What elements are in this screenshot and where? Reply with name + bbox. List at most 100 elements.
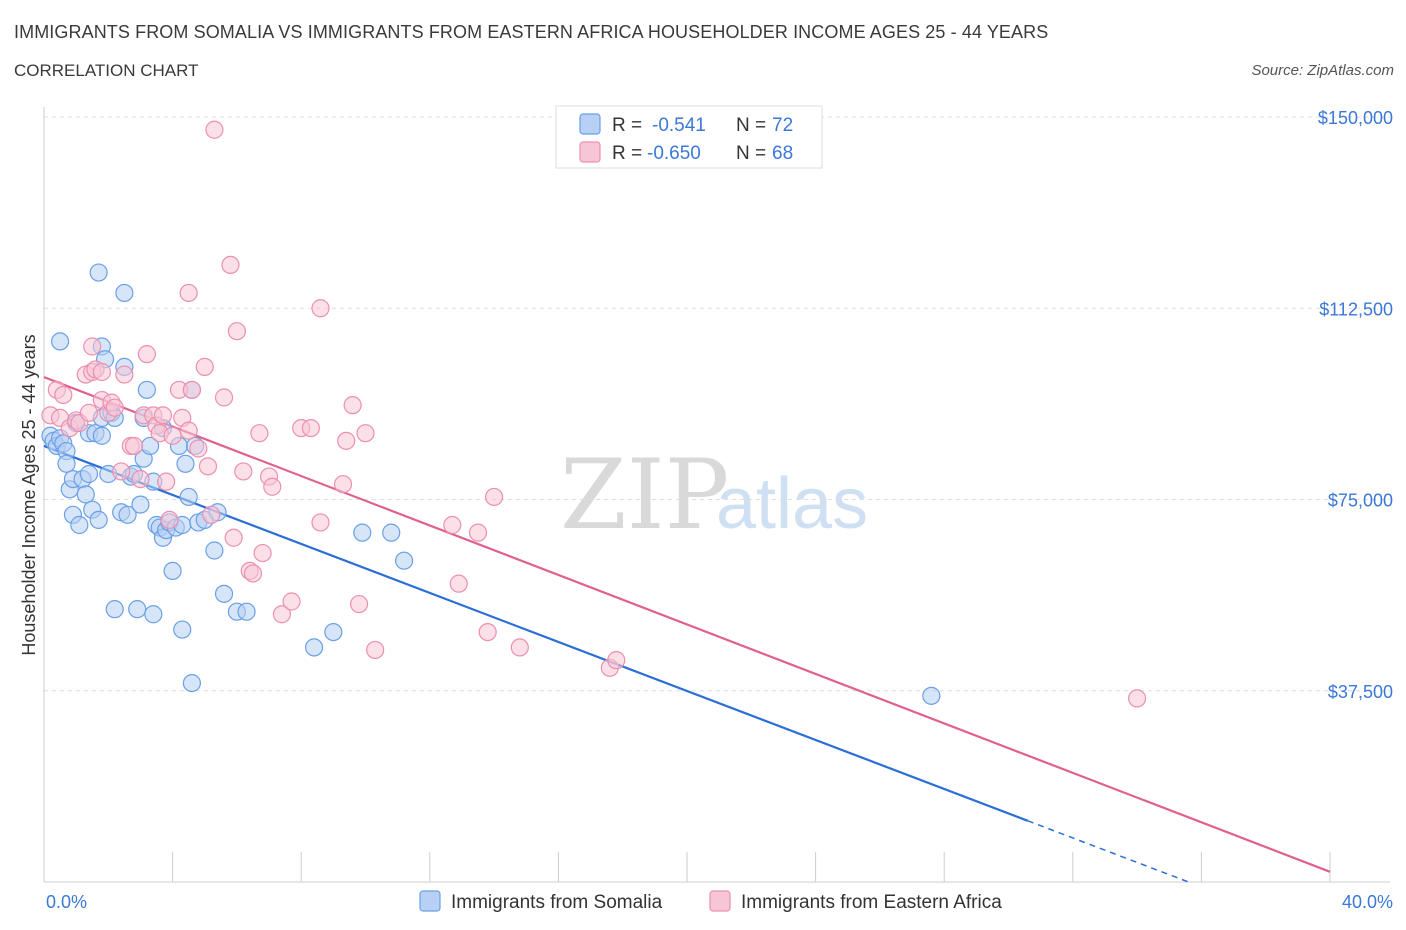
data-point bbox=[234, 462, 253, 481]
data-point bbox=[349, 594, 369, 614]
legend-r-value-1: -0.541 bbox=[652, 115, 706, 136]
data-point bbox=[510, 638, 529, 657]
legend-r-label-1: R = bbox=[612, 115, 642, 136]
y-tick-label: $150,000 bbox=[1318, 108, 1393, 128]
stats-legend: R = -0.541 N = 72 R = -0.650 N = 68 bbox=[555, 105, 823, 169]
data-point bbox=[144, 605, 163, 624]
y-tick-label: $75,000 bbox=[1328, 491, 1393, 511]
series-legend-label-eastern-africa: Immigrants from Eastern Africa bbox=[741, 892, 1002, 913]
series-legend: Immigrants from Somalia Immigrants from … bbox=[419, 890, 1002, 913]
data-point bbox=[131, 495, 150, 514]
chart-title: IMMIGRANTS FROM SOMALIA VS IMMIGRANTS FR… bbox=[14, 22, 1049, 42]
data-point bbox=[112, 462, 131, 481]
data-point bbox=[182, 380, 201, 399]
data-point bbox=[214, 584, 234, 603]
data-point bbox=[250, 424, 269, 443]
data-point bbox=[356, 424, 375, 443]
data-point bbox=[173, 620, 192, 639]
data-point bbox=[118, 505, 137, 524]
data-point bbox=[607, 651, 626, 670]
data-point bbox=[54, 385, 73, 405]
data-point bbox=[115, 283, 134, 303]
data-point bbox=[179, 487, 198, 507]
legend-r-label-2: R = bbox=[612, 143, 642, 164]
data-point bbox=[124, 436, 144, 456]
data-point bbox=[163, 426, 182, 445]
data-point bbox=[176, 454, 195, 473]
series-eastern-africa-points bbox=[41, 120, 1147, 708]
data-point bbox=[105, 398, 124, 417]
data-point bbox=[227, 322, 246, 341]
data-point bbox=[224, 528, 243, 547]
data-point bbox=[115, 365, 134, 384]
data-point bbox=[128, 600, 147, 619]
axes bbox=[43, 107, 1390, 883]
data-point bbox=[163, 561, 182, 581]
data-point bbox=[366, 640, 385, 660]
x-tick-labels: 0.0% 40.0% bbox=[46, 892, 1393, 912]
data-point bbox=[449, 574, 468, 593]
trend-line-eastern-africa bbox=[43, 376, 1331, 873]
data-point bbox=[394, 551, 414, 570]
x-tick-label: 40.0% bbox=[1342, 892, 1393, 912]
data-point bbox=[243, 564, 263, 583]
data-point bbox=[160, 510, 179, 530]
data-point bbox=[153, 406, 173, 425]
data-point bbox=[311, 513, 330, 532]
watermark-zip: ZIP bbox=[560, 439, 729, 551]
data-point bbox=[324, 622, 343, 642]
data-point bbox=[485, 487, 504, 507]
data-point bbox=[282, 592, 301, 611]
y-tick-label: $37,500 bbox=[1328, 682, 1393, 702]
data-point bbox=[443, 515, 462, 535]
data-point bbox=[189, 439, 208, 458]
data-point bbox=[353, 523, 372, 542]
data-point bbox=[137, 380, 156, 399]
watermark-atlas: atlas bbox=[716, 464, 868, 544]
legend-n-label-1: N = bbox=[736, 115, 766, 136]
data-point bbox=[333, 475, 353, 494]
data-point bbox=[922, 686, 941, 705]
data-point bbox=[89, 263, 108, 282]
data-point bbox=[70, 515, 89, 535]
legend-n-label-2: N = bbox=[736, 143, 766, 164]
series-legend-swatch-somalia bbox=[419, 890, 441, 912]
data-point bbox=[272, 605, 292, 624]
data-point bbox=[337, 431, 356, 450]
legend-swatch-somalia bbox=[579, 113, 601, 135]
data-point bbox=[263, 477, 282, 496]
source-note: Source: ZipAtlas.com bbox=[1251, 62, 1394, 79]
data-point bbox=[221, 255, 240, 274]
y-tick-label: $112,500 bbox=[1319, 299, 1393, 319]
data-point bbox=[195, 357, 214, 376]
watermark: ZIP atlas bbox=[560, 439, 868, 551]
data-point bbox=[198, 457, 218, 476]
data-point bbox=[92, 426, 111, 445]
legend-n-value-2: 68 bbox=[772, 143, 793, 164]
data-point bbox=[157, 472, 176, 491]
data-point bbox=[79, 403, 99, 422]
legend-n-value-1: 72 bbox=[772, 115, 793, 136]
data-point bbox=[382, 523, 401, 542]
x-tick-label: 0.0% bbox=[46, 892, 87, 912]
data-point bbox=[137, 345, 156, 364]
data-point bbox=[179, 421, 198, 440]
data-point bbox=[214, 388, 234, 407]
data-point bbox=[105, 600, 124, 619]
data-point bbox=[478, 622, 497, 642]
data-point bbox=[237, 602, 256, 621]
legend-r-value-2: -0.650 bbox=[647, 143, 701, 164]
data-point bbox=[131, 470, 150, 489]
data-point bbox=[182, 673, 201, 693]
data-point bbox=[83, 337, 102, 356]
data-point bbox=[301, 419, 320, 438]
chart-subtitle: CORRELATION CHART bbox=[14, 61, 199, 80]
y-axis-label: Householder Income Ages 25 - 44 years bbox=[19, 334, 39, 655]
data-point bbox=[1127, 689, 1147, 708]
data-point bbox=[89, 510, 108, 530]
data-points bbox=[41, 120, 1147, 708]
data-point bbox=[92, 362, 111, 382]
data-point bbox=[202, 505, 221, 524]
data-point bbox=[57, 454, 76, 473]
